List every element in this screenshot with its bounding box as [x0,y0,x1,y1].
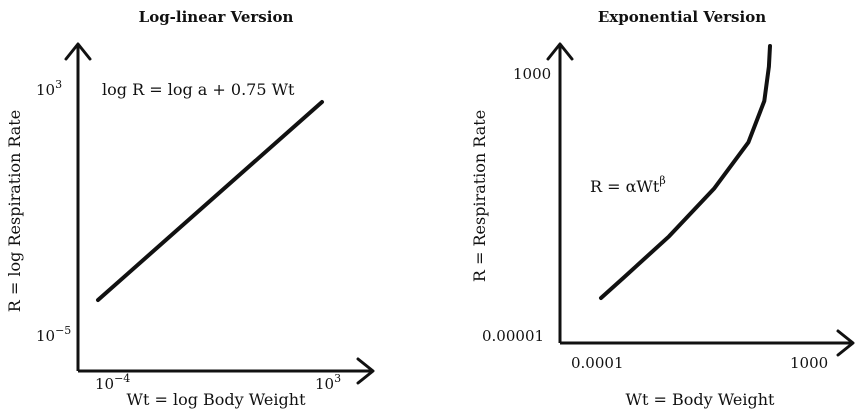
x-axis-arrow [356,357,375,385]
x-tick-label-right: 103 [315,372,341,393]
x-tick-label-right: 1000 [790,354,828,372]
y-axis-label: R = Respiration Rate [470,110,489,282]
y-axis-arrow [546,42,574,61]
chart-title: Log-linear Version [139,8,294,26]
equation-label: R = αWtβ [590,174,666,196]
series-line-log-linear [96,100,324,302]
x-tick-label-left: 10−4 [95,372,130,393]
y-tick-label-top: 1000 [513,65,551,83]
log-linear-panel: Log-linear Version R = log Respiration R… [5,8,375,409]
x-axis-label: Wt = Body Weight [626,390,775,409]
y-axis-arrow [64,42,92,61]
x-axis-label: Wt = log Body Weight [127,390,307,409]
y-axis-label: R = log Respiration Rate [5,110,24,312]
x-tick-label-left: 0.0001 [571,354,624,372]
series-line-exponential [599,44,772,300]
exponential-panel: Exponential Version R = Respiration Rate… [470,8,855,409]
chart-title: Exponential Version [598,8,766,26]
y-tick-label-bottom: 0.00001 [482,327,544,345]
y-tick-label-bottom: 10−5 [36,324,71,345]
y-tick-label-top: 103 [36,78,62,99]
equation-label: log R = log a + 0.75 Wt [102,80,295,99]
x-axis-arrow [836,329,855,357]
